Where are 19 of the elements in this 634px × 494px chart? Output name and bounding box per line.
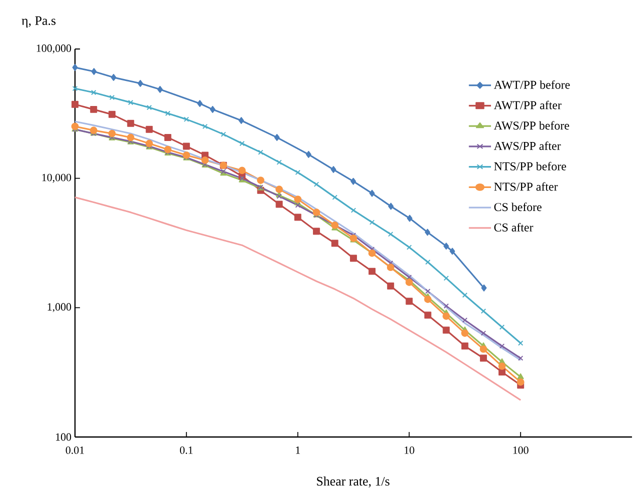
y-tick-label: 100 — [56, 433, 72, 441]
y-tick-label: 10,000 — [42, 174, 72, 183]
y-axis-title: η, Pa.s — [22, 16, 56, 28]
y-tick-label: 1,000 — [48, 303, 72, 312]
x-tick-label: 100 — [513, 446, 528, 454]
legend-label: AWT/PP after — [494, 100, 562, 110]
legend-label: AWS/PP before — [494, 121, 570, 130]
legend-label: AWS/PP after — [494, 141, 561, 150]
x-tick-label: 0.1 — [180, 446, 193, 454]
x-axis-title: Shear rate, 1/s — [317, 476, 390, 488]
legend-label: CS before — [494, 202, 542, 212]
x-tick-label: 1 — [296, 446, 300, 454]
x-tick-label: 0.01 — [66, 446, 84, 454]
legend-label: NTS/PP before — [494, 162, 566, 170]
x-tick-label: 10 — [404, 446, 414, 454]
legend-label: CS after — [494, 222, 534, 232]
legend-label: AWT/PP before — [494, 80, 570, 89]
legend-label: NTS/PP after — [494, 182, 558, 191]
y-tick-label: 100,000 — [36, 44, 72, 54]
